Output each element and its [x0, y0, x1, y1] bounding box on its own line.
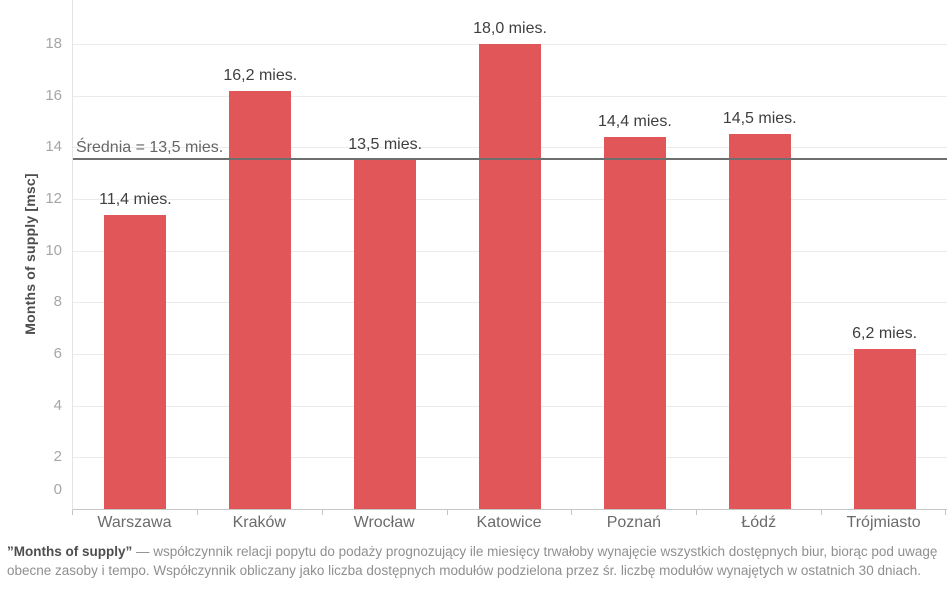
bar-6[interactable]	[728, 134, 791, 509]
average-line-label: Średnia = 13,5 mies.	[76, 139, 224, 157]
x-tickmark	[696, 510, 697, 515]
y-tick-label-0: 0	[53, 481, 62, 498]
bar-value-label: 13,5 mies.	[348, 136, 423, 154]
y-tick-label-12: 12	[45, 190, 62, 207]
x-axis-label: Wrocław	[353, 514, 415, 531]
x-tickmark	[447, 510, 448, 515]
x-axis-label: Katowice	[476, 514, 542, 531]
y-tick-label-10: 10	[45, 241, 62, 259]
x-axis-label: Łódź	[741, 514, 777, 531]
x-axis-label: Warszawa	[97, 514, 172, 531]
average-reference-line	[73, 158, 947, 161]
x-tickmark	[322, 510, 323, 515]
x-tickmark	[72, 510, 73, 515]
chart-footnote: ”Months of supply” — współczynnik relacj…	[7, 542, 941, 580]
y-tick-label-2: 2	[53, 448, 62, 466]
bar-3[interactable]	[354, 160, 417, 509]
bar-slot: 16,2 mies.	[198, 0, 323, 509]
footnote-term: ”Months of supply”	[7, 544, 133, 559]
x-tickmark	[945, 510, 946, 515]
bar-value-label: 18,0 mies.	[473, 20, 547, 37]
x-axis-ticks	[72, 510, 946, 516]
bar-4[interactable]	[479, 44, 541, 509]
x-tickmark	[821, 510, 822, 515]
bar-1[interactable]	[104, 214, 167, 509]
bar-value-label: 16,2 mies.	[223, 66, 298, 84]
x-axis-label: Trójmiasto	[846, 514, 921, 531]
x-axis-label: Poznań	[606, 514, 661, 531]
y-tick-label-14: 14	[45, 138, 62, 156]
bar-value-label: 14,4 mies.	[597, 113, 672, 130]
bar-value-label: 11,4 mies.	[99, 190, 172, 208]
bar-value-label: 6,2 mies.	[852, 324, 918, 342]
x-axis-label: Kraków	[232, 514, 286, 531]
bar-slot: 18,0 mies.	[448, 0, 573, 509]
bar-slot: 6,2 mies.	[822, 0, 947, 509]
bar-slot: 14,5 mies.	[697, 0, 822, 509]
x-tickmark	[571, 510, 572, 515]
plot-area: 11,4 mies. 16,2 mies. 13,5 mies. 18,0 mies.…	[72, 0, 947, 510]
bar-slot: 13,5 mies.	[323, 0, 448, 509]
y-tick-label-4: 4	[53, 396, 62, 414]
bar-2[interactable]	[229, 90, 292, 509]
y-tick-label-6: 6	[53, 345, 62, 362]
footnote-text: — współczynnik relacji popytu do podaży …	[7, 544, 938, 578]
x-tickmark	[197, 510, 198, 515]
bar-slot: 11,4 mies.	[73, 0, 198, 509]
bar-7[interactable]	[853, 348, 916, 509]
x-axis-labels: Warszawa Kraków Wrocław Katowice Poznań Łódź T…	[72, 513, 946, 533]
y-tick-label-8: 8	[53, 293, 62, 311]
y-tick-label-16: 16	[45, 86, 62, 104]
bar-value-label: 14,5 mies.	[722, 110, 797, 128]
y-axis-ticks: 0 2 4 6 8 10 12 14 16 18	[0, 0, 62, 509]
bars-container: 11,4 mies. 16,2 mies. 13,5 mies. 18,0 mies.…	[73, 0, 947, 509]
bar-5[interactable]	[603, 137, 666, 509]
bar-slot: 14,4 mies.	[572, 0, 697, 509]
y-tick-label-18: 18	[45, 35, 62, 52]
